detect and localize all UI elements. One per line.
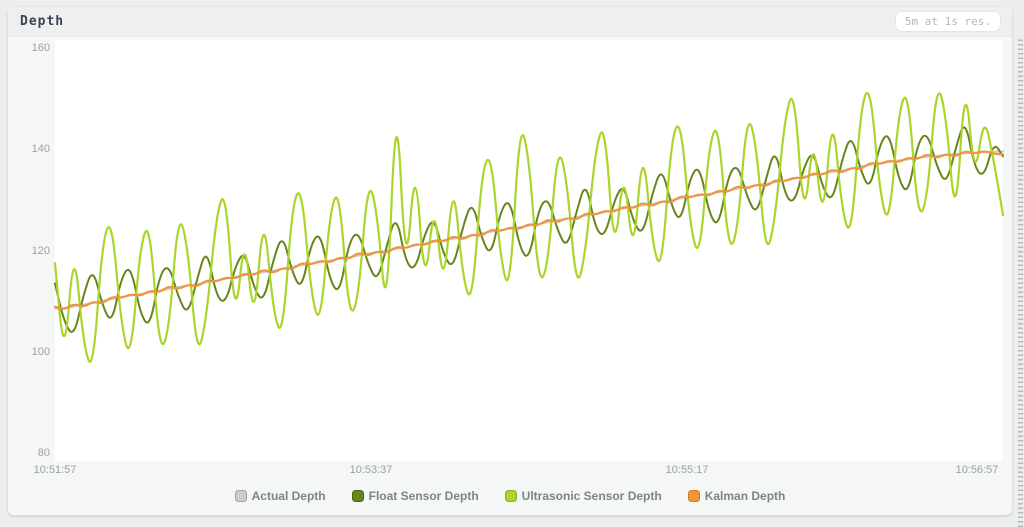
y-tick-label: 80: [37, 447, 50, 459]
y-tick-label: 140: [31, 143, 50, 156]
x-tick-label: 10:56:57: [955, 464, 999, 476]
legend-item-kalman-depth[interactable]: Kalman Depth: [687, 489, 786, 503]
legend-item-ultrasonic-sensor-depth[interactable]: Ultrasonic Sensor Depth: [504, 489, 662, 503]
y-tick-label: 160: [31, 42, 50, 54]
legend-item-float-sensor-depth[interactable]: Float Sensor Depth: [351, 489, 479, 503]
chart-title: Depth: [20, 14, 65, 29]
legend-swatch-icon: [234, 490, 247, 502]
resolution-badge: 5m at 1s res.: [895, 12, 1000, 31]
legend-label: Actual Depth: [251, 489, 326, 503]
x-tick-label: 10:55:17: [665, 464, 709, 476]
y-tick-label: 120: [31, 244, 50, 257]
legend-label: Float Sensor Depth: [368, 489, 479, 503]
y-tick-label: 100: [31, 345, 50, 358]
x-tick-label: 10:51:57: [33, 464, 77, 476]
legend-label: Ultrasonic Sensor Depth: [521, 489, 662, 503]
depth-chart-card: Depth 5m at 1s res. 160 140 120 100 80 10:51…: [8, 7, 1012, 515]
legend-swatch-icon: [687, 490, 700, 502]
chart-header: Depth 5m at 1s res.: [8, 7, 1012, 37]
series-line-2: [53, 92, 1005, 363]
x-tick-label: 10:53:37: [349, 464, 393, 476]
vertical-scrollbar[interactable]: [1018, 38, 1023, 527]
legend-swatch-icon: [504, 490, 517, 502]
depth-line-chart[interactable]: [53, 48, 1005, 453]
series-line-1: [54, 126, 1004, 333]
series-line-3: [53, 150, 1005, 310]
legend-item-actual-depth[interactable]: Actual Depth: [234, 489, 326, 503]
legend-swatch-icon: [351, 490, 364, 502]
legend-label: Kalman Depth: [704, 489, 786, 503]
chart-legend: Actual Depth Float Sensor Depth Ultrasonic…: [8, 489, 1012, 503]
chart-body: 160 140 120 100 80 10:51:57 10:53:37 10:55:17 1…: [8, 37, 1012, 514]
